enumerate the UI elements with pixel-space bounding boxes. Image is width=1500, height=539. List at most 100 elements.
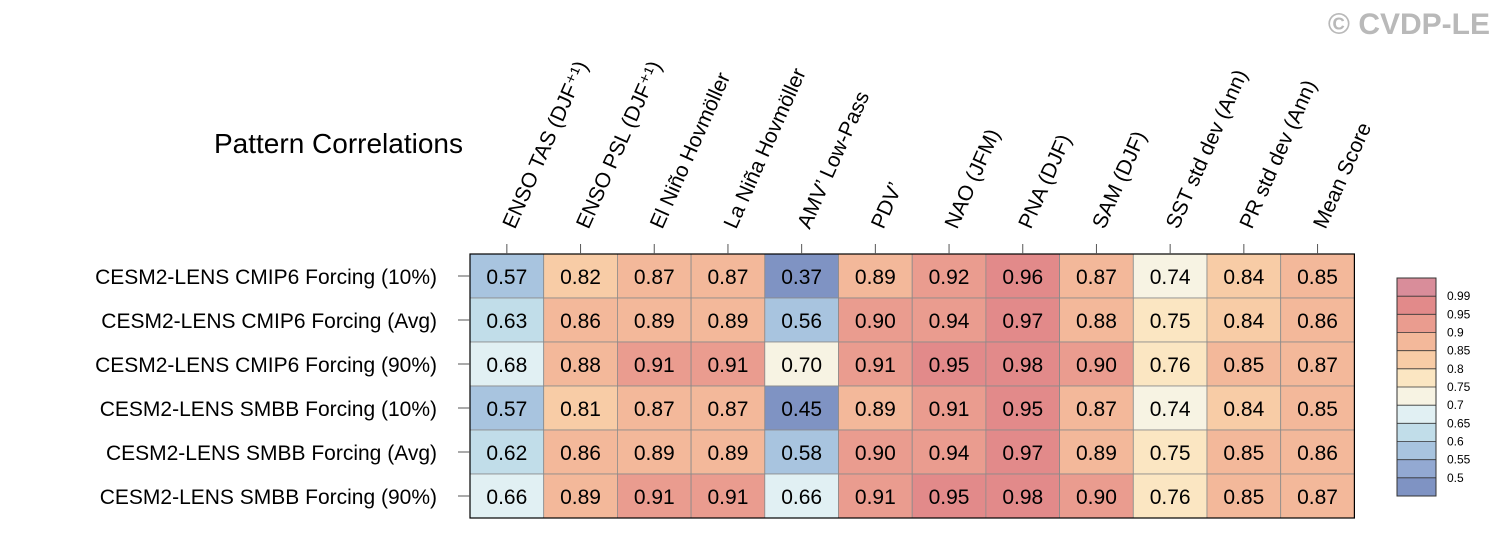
cell-value-label: 0.70	[781, 354, 822, 377]
heatmap-cell	[690, 473, 766, 519]
column-label: Mean Score	[1309, 119, 1376, 232]
colorbar-bin	[1397, 423, 1436, 442]
row-label: CESM2-LENS CMIP6 Forcing (10%)	[95, 266, 437, 289]
heatmap-cell	[838, 253, 913, 299]
heatmap-cell	[1059, 297, 1134, 343]
cell-value-label: 0.76	[1150, 486, 1191, 509]
heatmap-cell	[1206, 341, 1282, 387]
heatmap-cells	[469, 253, 1355, 519]
heatmap-cell	[469, 473, 545, 519]
cell-value-label: 0.94	[929, 310, 970, 333]
column-labels: ENSO TAS (DJF⁺¹)ENSO PSL (DJF⁺¹)El Niño …	[498, 58, 1376, 232]
heatmap-cell	[1280, 297, 1355, 343]
heatmap-cell	[617, 429, 692, 475]
column-label: PR std dev (Ann)	[1235, 77, 1321, 232]
cell-value-label: 0.91	[855, 486, 896, 509]
heatmap-cell	[838, 297, 913, 343]
colorbar-label: 0.6	[1447, 435, 1464, 449]
heatmap-cell	[543, 341, 618, 387]
column-label: SST std dev (Ann)	[1162, 66, 1253, 232]
heatmap-cell	[1132, 253, 1208, 299]
heatmap-cell	[764, 429, 839, 475]
colorbar-bin	[1397, 314, 1436, 333]
heatmap-cell	[1059, 385, 1134, 431]
colorbar-label: 0.55	[1447, 453, 1471, 467]
cell-value-label: 0.75	[1150, 310, 1191, 333]
chart-title: Pattern Correlations	[214, 128, 463, 159]
colorbar-label: 0.75	[1447, 380, 1471, 394]
heatmap-cell	[838, 341, 913, 387]
cell-value-label: 0.90	[1076, 486, 1117, 509]
heatmap-cell	[690, 341, 766, 387]
watermark-text: © CVDP-LE	[1328, 8, 1490, 41]
colorbar-label: 0.9	[1447, 326, 1464, 340]
cell-value-label: 0.37	[781, 266, 822, 289]
heatmap-cell	[1059, 341, 1134, 387]
heatmap-cell	[690, 385, 766, 431]
cell-value-label: 0.76	[1150, 354, 1191, 377]
cell-value-label: 0.96	[1002, 266, 1043, 289]
colorbar-label: 0.85	[1447, 344, 1471, 358]
heatmap-cell	[543, 429, 618, 475]
cell-value-label: 0.91	[708, 354, 749, 377]
colorbar-bin	[1397, 350, 1436, 370]
cell-value-label: 0.95	[929, 486, 970, 509]
cell-value-label: 0.63	[486, 310, 527, 333]
axis-ticks	[458, 244, 1319, 497]
cell-value-label: 0.84	[1223, 310, 1264, 333]
heatmap-cell	[985, 473, 1061, 519]
colorbar-bin	[1397, 296, 1436, 315]
cell-value-label: 0.92	[929, 266, 970, 289]
heatmap-cell	[985, 341, 1061, 387]
cell-value-label: 0.86	[560, 442, 601, 465]
heatmap-cell	[911, 429, 987, 475]
cell-value-label: 0.89	[560, 486, 601, 509]
heatmap-cell	[617, 473, 692, 519]
cell-value-label: 0.66	[781, 486, 822, 509]
heatmap-cell	[1059, 429, 1134, 475]
column-label: AMV’ Low-Pass	[793, 88, 874, 232]
heatmap-cell	[764, 253, 839, 299]
cell-value-label: 0.66	[486, 486, 527, 509]
cell-value-label: 0.90	[855, 442, 896, 465]
cell-value-label: 0.75	[1150, 442, 1191, 465]
cell-value-label: 0.87	[634, 398, 675, 421]
column-label: PDV’	[867, 179, 907, 232]
heatmap-cell	[1132, 473, 1208, 519]
cell-value-label: 0.62	[486, 442, 527, 465]
heatmap-cell	[911, 385, 987, 431]
heatmap-cell	[543, 473, 618, 519]
cell-value-label: 0.89	[708, 310, 749, 333]
cell-value-label: 0.95	[929, 354, 970, 377]
cell-value-label: 0.87	[1076, 266, 1117, 289]
column-label: PNA (DJF)	[1014, 131, 1076, 232]
cell-value-label: 0.86	[1297, 442, 1338, 465]
cell-value-label: 0.85	[1223, 486, 1264, 509]
heatmap-cell	[911, 341, 987, 387]
cell-value-label: 0.87	[634, 266, 675, 289]
cell-value-label: 0.86	[560, 310, 601, 333]
heatmap-cell	[1280, 473, 1355, 519]
cell-value-label: 0.87	[708, 398, 749, 421]
cell-value-label: 0.91	[855, 354, 896, 377]
cell-value-label: 0.87	[1076, 398, 1117, 421]
colorbar-bin	[1397, 278, 1436, 297]
heatmap-cell	[764, 297, 839, 343]
cell-value-label: 0.85	[1223, 354, 1264, 377]
colorbar-label: 0.65	[1447, 416, 1471, 430]
heatmap-cell	[543, 385, 618, 431]
row-label: CESM2-LENS SMBB Forcing (Avg)	[106, 442, 437, 465]
cell-value-label: 0.88	[1076, 310, 1117, 333]
colorbar-bin	[1397, 459, 1436, 479]
heatmap-cell	[1280, 253, 1355, 299]
row-label: CESM2-LENS CMIP6 Forcing (90%)	[95, 354, 437, 377]
cell-value-label: 0.97	[1002, 442, 1043, 465]
cell-value-label: 0.89	[1076, 442, 1117, 465]
cell-value-label: 0.97	[1002, 310, 1043, 333]
heatmap-cell	[1206, 297, 1282, 343]
cell-value-label: 0.89	[855, 266, 896, 289]
row-labels: CESM2-LENS CMIP6 Forcing (10%) CESM2-LENS…	[95, 266, 437, 509]
row-label: CESM2-LENS SMBB Forcing (90%)	[100, 486, 437, 509]
cell-value-label: 0.87	[1297, 486, 1338, 509]
cell-value-label: 0.81	[560, 398, 601, 421]
